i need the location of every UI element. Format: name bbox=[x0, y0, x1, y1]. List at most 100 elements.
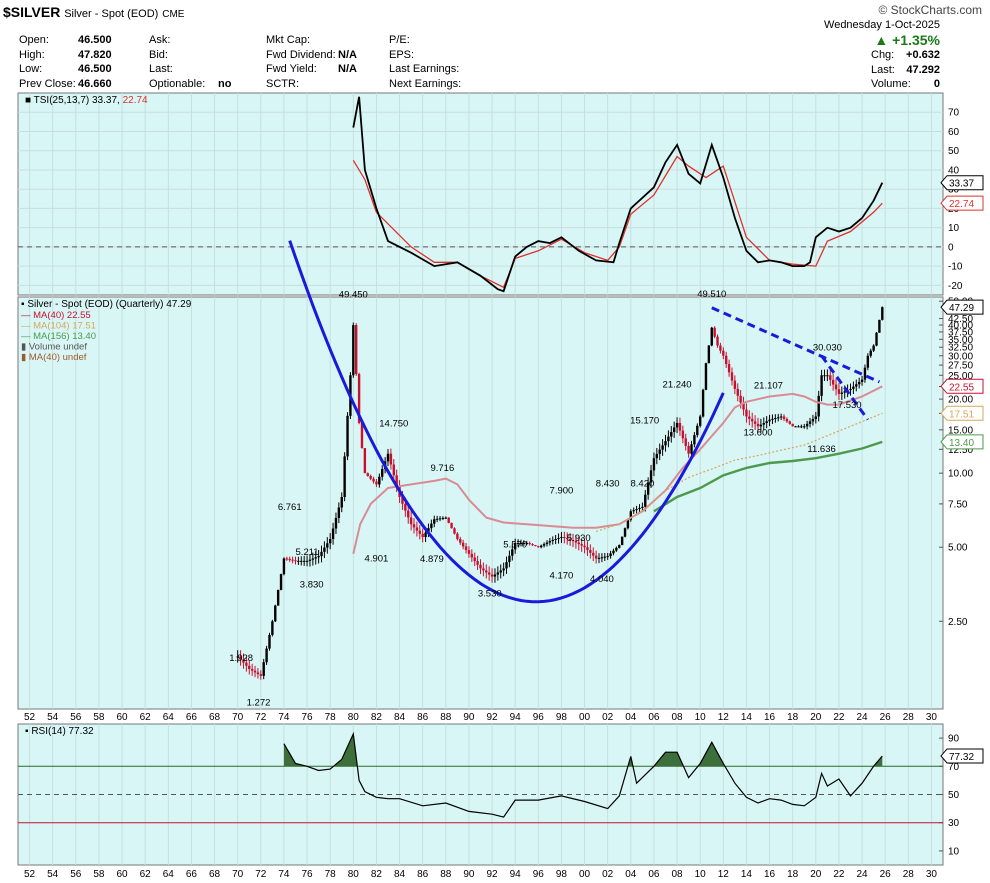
x-tick-label: 86 bbox=[417, 869, 429, 880]
candle-body bbox=[346, 415, 349, 457]
exchange: CME bbox=[162, 9, 185, 20]
tsi-signal-last-label-box bbox=[940, 195, 984, 211]
quote-label: Mkt Cap: bbox=[266, 34, 311, 46]
price-annotation: 1.272 bbox=[247, 697, 271, 708]
candle-body bbox=[800, 426, 803, 428]
x-tick-label: 78 bbox=[325, 712, 337, 723]
candle-body bbox=[502, 568, 505, 571]
y-tick-label: 70 bbox=[948, 108, 960, 119]
x-tick-label: 58 bbox=[93, 869, 105, 880]
quote-label: Chg: bbox=[871, 49, 895, 61]
x-tick-label: 14 bbox=[741, 712, 753, 723]
candle-body bbox=[334, 517, 338, 529]
price-annotation: 30.030 bbox=[813, 343, 842, 354]
candle-body bbox=[878, 319, 881, 333]
candle-body bbox=[490, 574, 494, 577]
price-annotation: 4.901 bbox=[365, 553, 389, 564]
candle-body bbox=[658, 449, 661, 454]
price-annotation: 5.570 bbox=[503, 540, 527, 551]
x-tick-label: 94 bbox=[510, 712, 522, 723]
price-annotation: 13.600 bbox=[743, 427, 772, 438]
candle-body bbox=[823, 375, 826, 377]
y-tick-label: 32.50 bbox=[948, 343, 973, 354]
candle-body bbox=[467, 550, 471, 554]
candle-body bbox=[343, 456, 346, 497]
x-tick-label: 62 bbox=[140, 712, 152, 723]
quote-label: SCTR: bbox=[266, 77, 299, 90]
candle-body bbox=[288, 559, 291, 561]
tsi-line bbox=[352, 96, 884, 293]
candle-body bbox=[381, 469, 384, 477]
candle-body bbox=[337, 507, 341, 518]
y-tick-label: 12.50 bbox=[948, 445, 973, 456]
price-annotation: 6.761 bbox=[278, 502, 302, 513]
price-annotation: 4.040 bbox=[590, 574, 614, 585]
candle-body bbox=[360, 422, 364, 449]
x-tick-label: 10 bbox=[695, 869, 707, 880]
y-tick-label: 20.00 bbox=[948, 395, 973, 406]
x-tick-label: 28 bbox=[903, 869, 915, 880]
candle-body bbox=[794, 426, 797, 428]
x-tick-label: 68 bbox=[209, 712, 221, 723]
x-tick-label: 02 bbox=[602, 712, 614, 723]
tsi-signal-last-label: 22.74 bbox=[949, 199, 974, 210]
candle-body bbox=[305, 560, 309, 562]
candle-body bbox=[444, 517, 448, 519]
x-tick-label: 98 bbox=[556, 869, 568, 880]
x-tick-label: 86 bbox=[417, 712, 429, 723]
candle-body bbox=[768, 419, 771, 422]
quote-label: Prev Close: bbox=[19, 77, 76, 90]
candle-body bbox=[618, 545, 621, 548]
candle-body bbox=[389, 453, 393, 465]
price-last-label: 47.29 bbox=[949, 303, 974, 314]
quote-value: 47.292 bbox=[906, 63, 940, 76]
candle-body bbox=[435, 518, 439, 520]
y-tick-label: 5.00 bbox=[948, 543, 968, 554]
candle-body bbox=[375, 481, 378, 485]
candle-body bbox=[687, 445, 690, 454]
price-annotation: 8.420 bbox=[630, 479, 654, 490]
y-tick-label: -10 bbox=[948, 262, 963, 273]
candle-body bbox=[626, 519, 630, 529]
x-tick-label: 66 bbox=[186, 712, 198, 723]
candle-body bbox=[713, 327, 716, 337]
candle-body bbox=[745, 409, 748, 417]
candle-body bbox=[404, 503, 407, 511]
symbol-title: $SILVER Silver - Spot (EOD) CME bbox=[3, 4, 184, 20]
candle-body bbox=[551, 540, 554, 542]
y-tick-label: 40 bbox=[948, 165, 960, 176]
quote-label: Next Earnings: bbox=[389, 77, 462, 90]
candle-body bbox=[655, 453, 659, 459]
candle-body bbox=[485, 570, 488, 573]
y-tick-label: 42.50 bbox=[948, 314, 973, 325]
y-tick-label: 10 bbox=[948, 846, 960, 857]
x-tick-label: 28 bbox=[903, 712, 915, 723]
x-tick-label: 10 bbox=[695, 712, 707, 723]
candle-body bbox=[366, 473, 369, 476]
candle-body bbox=[493, 574, 497, 577]
x-tick-label: 62 bbox=[140, 869, 152, 880]
rsi-last-label: 77.32 bbox=[949, 752, 974, 763]
candle-body bbox=[849, 388, 852, 391]
candle-body bbox=[357, 373, 361, 423]
candle-body bbox=[817, 395, 820, 417]
candle-body bbox=[727, 364, 731, 373]
x-tick-label: 06 bbox=[648, 869, 660, 880]
quote-label: P/E: bbox=[389, 34, 410, 46]
candle-body bbox=[525, 543, 528, 545]
candle-body bbox=[516, 543, 520, 545]
price-last-label: 22.55 bbox=[949, 382, 974, 393]
candle-body bbox=[675, 422, 679, 428]
x-tick-label: 18 bbox=[787, 869, 799, 880]
candle-body bbox=[557, 538, 560, 540]
candle-body bbox=[326, 543, 329, 548]
candle-body bbox=[331, 528, 335, 539]
x-tick-label: 64 bbox=[163, 712, 175, 723]
price-annotation: 17.530 bbox=[833, 400, 862, 411]
candle-body bbox=[652, 458, 656, 471]
x-tick-label: 20 bbox=[810, 869, 822, 880]
candle-body bbox=[837, 389, 841, 394]
candle-body bbox=[433, 519, 436, 524]
candle-body bbox=[857, 381, 861, 385]
